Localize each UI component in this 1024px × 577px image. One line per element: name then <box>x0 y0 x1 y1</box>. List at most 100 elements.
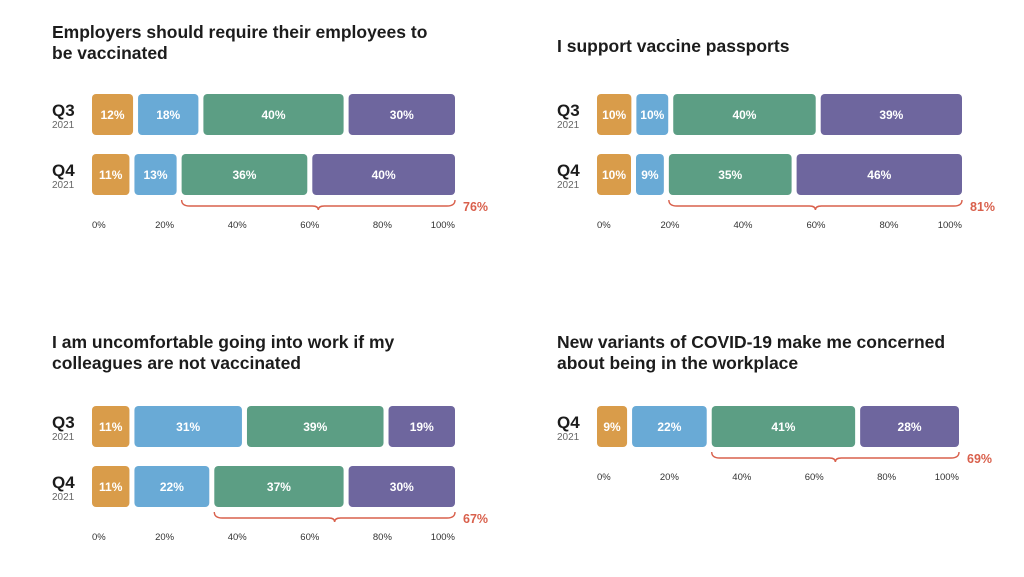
row-label: Q3 <box>52 101 75 120</box>
bar-data-label: 46% <box>867 168 891 182</box>
row-year: 2021 <box>557 432 580 443</box>
bar-data-label: 11% <box>99 168 123 182</box>
bar-segment-strongly-disagree <box>92 154 130 195</box>
x-tick-label: 0% <box>92 220 106 231</box>
bar-segment-disagree <box>134 154 177 195</box>
bar-segment-agree <box>214 466 344 507</box>
agree-total-brace <box>711 451 960 463</box>
x-tick-label: 100% <box>431 220 456 231</box>
bar-segment-strongly-disagree <box>92 94 134 135</box>
bar-data-label: 11% <box>99 420 123 434</box>
bar-data-label: 37% <box>267 480 291 494</box>
bar-segment-disagree <box>636 94 669 135</box>
bar-data-label: 11% <box>99 480 123 494</box>
bar-data-label: 22% <box>657 420 681 434</box>
chart-title: I support vaccine passports <box>557 36 790 56</box>
x-tick-label: 20% <box>155 220 175 231</box>
bar-segment-disagree <box>134 406 242 447</box>
bar-data-label: 22% <box>160 480 184 494</box>
bar-segment-strongly-agree <box>348 94 455 135</box>
x-tick-label: 20% <box>155 532 175 543</box>
chart-title: New variants of COVID-19 make me concern… <box>557 332 946 373</box>
chart-title: Employers should require their employees… <box>52 22 428 63</box>
x-tick-label: 80% <box>373 220 393 231</box>
x-tick-label: 40% <box>733 220 753 231</box>
bar-segment-strongly-agree <box>860 406 959 447</box>
agree-total-label: 76% <box>463 200 488 214</box>
chart-panel-1: Employers should require their employees… <box>52 22 532 242</box>
bar-data-label: 9% <box>641 168 659 182</box>
bar-data-label: 41% <box>771 420 795 434</box>
agree-total-label: 81% <box>970 200 995 214</box>
agree-total-brace <box>180 199 456 211</box>
row-label: Q4 <box>52 473 75 492</box>
bar-segment-disagree <box>636 154 664 195</box>
row-label: Q3 <box>557 101 580 120</box>
x-tick-label: 0% <box>597 472 611 483</box>
x-tick-label: 80% <box>877 472 897 483</box>
row-year: 2021 <box>52 492 75 503</box>
bar-data-label: 39% <box>303 420 327 434</box>
bar-data-label: 10% <box>602 108 626 122</box>
agree-total-label: 67% <box>463 512 488 526</box>
x-tick-label: 100% <box>938 220 963 231</box>
row-label: Q4 <box>557 161 580 180</box>
row-year: 2021 <box>52 180 75 191</box>
bar-data-label: 19% <box>410 420 434 434</box>
bar-segment-disagree <box>134 466 210 507</box>
x-tick-label: 0% <box>597 220 611 231</box>
x-tick-label: 80% <box>373 532 393 543</box>
bar-segment-strongly-agree <box>312 154 455 195</box>
bar-segment-disagree <box>138 94 199 135</box>
row-label: Q4 <box>52 161 75 180</box>
x-tick-label: 60% <box>805 472 825 483</box>
bar-segment-strongly-disagree <box>92 406 130 447</box>
bar-segment-strongly-agree <box>796 154 962 195</box>
bar-data-label: 39% <box>879 108 903 122</box>
bar-segment-strongly-agree <box>820 94 962 135</box>
bar-data-label: 31% <box>176 420 200 434</box>
row-year: 2021 <box>557 120 580 131</box>
bar-data-label: 10% <box>640 108 664 122</box>
bar-data-label: 18% <box>156 108 180 122</box>
x-tick-label: 60% <box>806 220 826 231</box>
row-label: Q4 <box>557 413 580 432</box>
x-tick-label: 20% <box>660 220 680 231</box>
bar-segment-strongly-agree <box>348 466 455 507</box>
row-year: 2021 <box>557 180 580 191</box>
x-tick-label: 60% <box>300 532 320 543</box>
x-tick-label: 0% <box>92 532 106 543</box>
x-tick-label: 40% <box>228 220 248 231</box>
bar-data-label: 40% <box>372 168 396 182</box>
bar-segment-strongly-disagree <box>597 94 632 135</box>
bar-segment-disagree <box>632 406 707 447</box>
bar-segment-agree <box>711 406 856 447</box>
x-tick-label: 100% <box>431 532 456 543</box>
bar-data-label: 12% <box>101 108 125 122</box>
bar-data-label: 40% <box>261 108 285 122</box>
row-year: 2021 <box>52 432 75 443</box>
x-tick-label: 40% <box>732 472 752 483</box>
chart-panel-4: New variants of COVID-19 make me concern… <box>557 332 1024 552</box>
x-tick-label: 80% <box>879 220 899 231</box>
bar-segment-agree <box>673 94 816 135</box>
bar-data-label: 40% <box>732 108 756 122</box>
bar-segment-agree <box>203 94 344 135</box>
bar-segment-strongly-disagree <box>92 466 130 507</box>
agree-total-label: 69% <box>967 452 992 466</box>
bar-data-label: 35% <box>718 168 742 182</box>
bar-segment-strongly-disagree <box>597 154 631 195</box>
x-tick-label: 20% <box>660 472 680 483</box>
chart-panel-3: I am uncomfortable going into work if my… <box>52 332 532 552</box>
bar-segment-agree <box>246 406 384 447</box>
chart-title: I am uncomfortable going into work if my… <box>52 332 395 373</box>
agree-total-brace <box>213 511 456 523</box>
bar-data-label: 13% <box>144 168 168 182</box>
x-tick-label: 60% <box>300 220 320 231</box>
bar-segment-agree <box>181 154 308 195</box>
x-tick-label: 40% <box>228 532 248 543</box>
